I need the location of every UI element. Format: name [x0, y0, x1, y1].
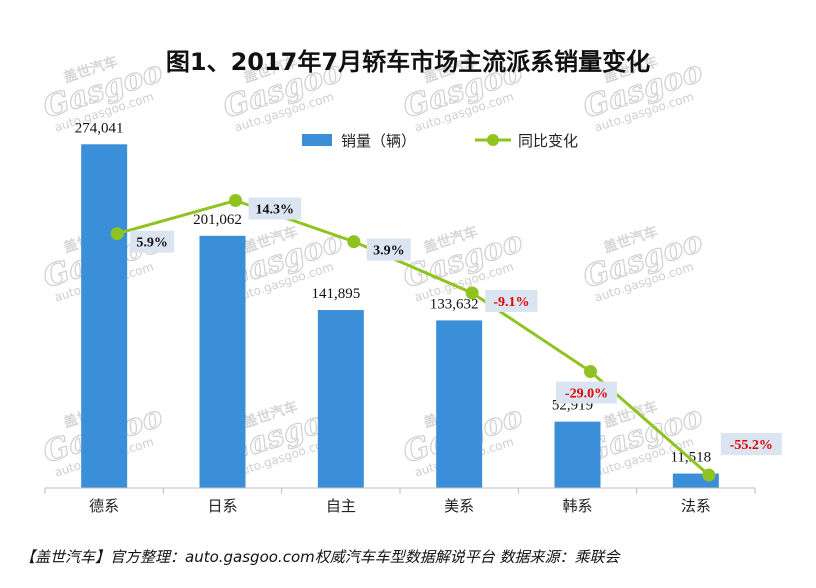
pct-label: 14.3%: [256, 203, 295, 218]
category-label: 德系: [89, 497, 119, 515]
pct-label-box: [720, 433, 782, 456]
line-point: [465, 286, 479, 300]
pct-label-box: [366, 238, 411, 261]
pct-label-box: [485, 289, 538, 312]
footer-source: 【盖世汽车】官方整理：auto.gasgoo.com权威汽车车型数据解说平台 数…: [20, 548, 622, 566]
pct-label: -9.1%: [493, 295, 529, 310]
line-point: [584, 365, 597, 379]
pct-label-box: [248, 197, 301, 220]
x-axis-ticks: 德系 日系 自主 美系 韩系 法系: [44, 488, 756, 515]
bar: [81, 144, 128, 489]
legend-label-bar: 销量（辆）: [341, 132, 416, 150]
pct-label: 5.9%: [136, 236, 168, 251]
bar: [317, 310, 364, 488]
category-label: 日系: [207, 497, 237, 515]
category-label: 法系: [681, 497, 711, 515]
bar: [436, 320, 483, 488]
line-point: [110, 227, 124, 241]
bar: [554, 421, 601, 488]
legend: 销量（辆） 同比变化: [302, 132, 578, 150]
line-point: [229, 194, 242, 208]
pct-label: -55.2%: [730, 438, 773, 453]
watermark-layer: 盖世汽车Gasgooauto.gasgoo.com盖世汽车Gasgooauto.…: [38, 53, 707, 480]
line-point: [347, 235, 361, 249]
chart-title: 图1、2017年7月轿车市场主流派系销量变化: [166, 48, 650, 76]
bar: [199, 235, 246, 488]
category-label: 美系: [444, 497, 474, 515]
pct-label: 3.9%: [373, 244, 405, 259]
legend-swatch-bar: [302, 134, 332, 146]
category-label: 韩系: [562, 497, 592, 515]
pct-label: -29.0%: [565, 387, 608, 402]
legend-label-line: 同比变化: [518, 132, 578, 150]
pct-label-box: [130, 230, 175, 253]
pct-label-box: [556, 381, 617, 404]
category-label: 自主: [326, 497, 356, 515]
bar-value-label: 141,895: [311, 286, 360, 302]
bar-value-label: 201,062: [193, 212, 242, 228]
legend-swatch-marker: [487, 134, 499, 146]
bar-value-label: 133,632: [430, 296, 479, 312]
bar-value-label: 274,041: [75, 120, 124, 136]
line-point: [702, 468, 716, 482]
line-series: 5.9% 14.3% 3.9% -9.1% -29.0% -55.2%: [110, 194, 782, 482]
